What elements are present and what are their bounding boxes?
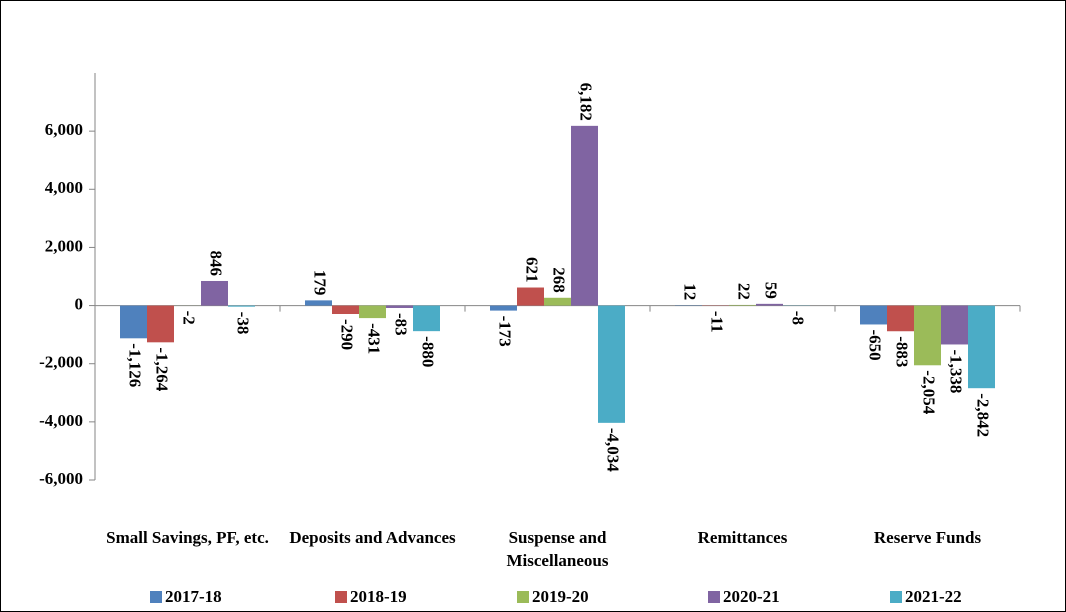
legend-label: 2017-18 — [165, 587, 222, 606]
y-tick-label: 2,000 — [45, 236, 83, 255]
bar — [413, 305, 440, 332]
y-tick-label: -4,000 — [39, 411, 83, 430]
bar — [544, 297, 571, 306]
bar — [359, 305, 386, 319]
bar — [598, 305, 625, 423]
x-tick-label: Deposits and Advances — [289, 528, 456, 547]
data-label: -4,034 — [604, 428, 623, 472]
data-label: 621 — [523, 257, 542, 283]
bar — [147, 305, 174, 343]
data-label: -38 — [234, 312, 253, 335]
data-label: 22 — [735, 283, 754, 300]
data-label: -1,338 — [947, 349, 966, 393]
data-label: -431 — [365, 323, 384, 354]
y-tick-label: -6,000 — [39, 469, 83, 488]
bar — [729, 304, 756, 306]
legend-swatch — [335, 591, 347, 603]
data-label: -2 — [180, 311, 199, 325]
data-label: -290 — [338, 319, 357, 350]
bar — [228, 305, 255, 307]
bar — [332, 305, 359, 315]
legend-label: 2018-19 — [350, 587, 407, 606]
bar — [860, 305, 887, 325]
data-label: -11 — [708, 311, 727, 333]
legend-label: 2020-21 — [723, 587, 780, 606]
data-label: -880 — [419, 336, 438, 367]
legend-swatch — [708, 591, 720, 603]
bar — [571, 125, 598, 306]
legend-label: 2021-22 — [905, 587, 962, 606]
y-tick-label: -2,000 — [39, 353, 83, 372]
data-label: 846 — [207, 250, 226, 276]
data-label: 59 — [762, 282, 781, 299]
y-tick-label: 4,000 — [45, 178, 83, 197]
bar — [201, 280, 228, 306]
bar — [941, 305, 968, 345]
data-label: 179 — [311, 270, 330, 296]
data-label: -8 — [789, 311, 808, 325]
bar — [517, 287, 544, 306]
bar — [968, 305, 995, 389]
bar — [120, 305, 147, 339]
data-label: -883 — [893, 336, 912, 367]
data-label: -1,126 — [126, 343, 145, 387]
x-tick-label: Small Savings, PF, etc. — [106, 528, 269, 547]
legend-swatch — [890, 591, 902, 603]
data-label: -83 — [392, 313, 411, 336]
data-label: -650 — [866, 329, 885, 360]
data-label: 268 — [550, 267, 569, 293]
legend-label: 2019-20 — [532, 587, 589, 606]
bar — [756, 303, 783, 306]
data-label: 6,182 — [577, 83, 596, 121]
x-tick-label: Suspense and Miscellaneous — [506, 528, 609, 570]
bar — [914, 305, 941, 366]
legend-swatch — [150, 591, 162, 603]
data-label: 12 — [681, 283, 700, 300]
x-tick-label: Reserve Funds — [873, 528, 982, 547]
data-label: -2,842 — [974, 393, 993, 437]
data-label: -2,054 — [920, 370, 939, 414]
legend-swatch — [517, 591, 529, 603]
bar — [887, 305, 914, 332]
x-tick-label: Remittances — [697, 528, 788, 547]
bar — [305, 300, 332, 306]
y-tick-label: 0 — [75, 294, 84, 313]
y-tick-label: 6,000 — [45, 120, 83, 139]
data-label: -173 — [496, 316, 515, 347]
data-label: -1,264 — [153, 347, 172, 391]
bar — [490, 305, 517, 311]
bar — [386, 305, 413, 308]
